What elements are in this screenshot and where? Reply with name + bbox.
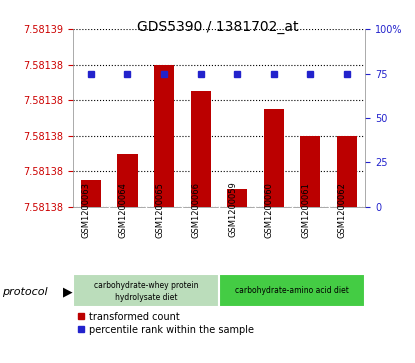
Text: GSM1200061: GSM1200061	[301, 182, 310, 237]
Text: protocol: protocol	[2, 287, 48, 297]
Bar	[190, 91, 211, 207]
Bar	[73, 274, 219, 307]
Text: GSM1200064: GSM1200064	[119, 182, 127, 237]
Legend: transformed count, percentile rank within the sample: transformed count, percentile rank withi…	[78, 311, 254, 335]
Bar	[117, 154, 137, 207]
Text: ▶: ▶	[63, 286, 73, 299]
Bar	[337, 136, 357, 207]
Bar	[219, 274, 365, 307]
Text: GSM1200066: GSM1200066	[192, 182, 200, 238]
Text: GDS5390 / 1381702_at: GDS5390 / 1381702_at	[137, 20, 299, 34]
Text: carbohydrate-amino acid diet: carbohydrate-amino acid diet	[235, 286, 349, 295]
Text: carbohydrate-whey protein: carbohydrate-whey protein	[93, 281, 198, 290]
Bar	[227, 189, 247, 207]
Text: hydrolysate diet: hydrolysate diet	[115, 293, 177, 302]
Text: GSM1200059: GSM1200059	[228, 182, 237, 237]
Text: GSM1200060: GSM1200060	[265, 182, 274, 237]
Bar	[264, 109, 284, 207]
Text: GSM1200062: GSM1200062	[338, 182, 347, 237]
Text: GSM1200065: GSM1200065	[155, 182, 164, 237]
Text: GSM1200063: GSM1200063	[82, 182, 91, 238]
Bar	[81, 180, 101, 207]
Bar	[300, 136, 320, 207]
Bar	[154, 65, 174, 207]
